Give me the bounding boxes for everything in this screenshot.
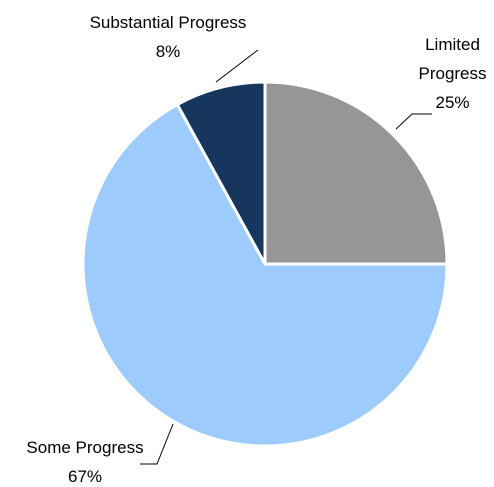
leader-line: [140, 423, 174, 465]
slice-label: Substantial Progress 8%: [50, 8, 286, 66]
pie-slice: [263, 80, 449, 266]
category-label: Limited Progress: [418, 35, 487, 83]
value-label: 25%: [435, 93, 470, 112]
value-label: 67%: [67, 467, 103, 486]
leader-line: [395, 113, 432, 130]
slice-label: Some Progress 67%: [0, 433, 170, 487]
pie-slice: [175, 80, 267, 266]
category-label: Some Progress: [26, 438, 144, 457]
value-label: 8%: [155, 42, 181, 61]
slice-label: Limited Progress 25%: [395, 30, 494, 117]
pie-slice: [81, 103, 449, 448]
leader-line: [215, 49, 259, 83]
category-label: Substantial Progress: [89, 13, 247, 32]
